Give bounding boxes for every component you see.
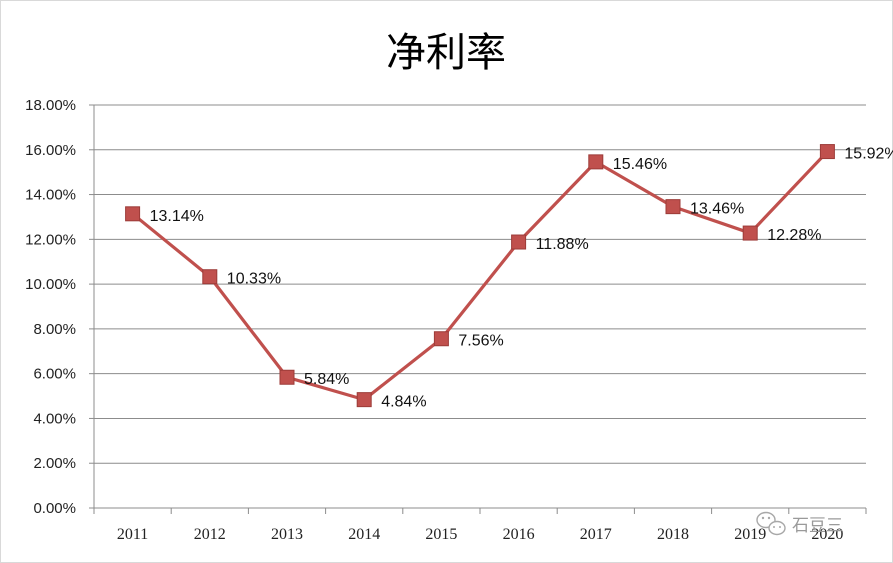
y-tick-label: 14.00% xyxy=(25,187,76,204)
data-label: 13.14% xyxy=(150,208,204,225)
x-tick-label: 2020 xyxy=(811,526,843,543)
data-label: 4.84% xyxy=(381,394,426,411)
y-tick-label: 10.00% xyxy=(25,276,76,293)
data-point-marker xyxy=(511,234,527,250)
y-tick-label: 8.00% xyxy=(33,321,76,338)
data-label: 7.56% xyxy=(458,333,503,350)
data-label: 11.88% xyxy=(536,236,589,253)
x-tick-label: 2019 xyxy=(734,526,766,543)
data-point-marker xyxy=(588,154,604,170)
x-tick-label: 2016 xyxy=(503,526,535,543)
data-point-marker xyxy=(125,206,141,222)
x-tick-label: 2013 xyxy=(271,526,303,543)
data-label: 10.33% xyxy=(227,271,281,288)
data-label: 13.46% xyxy=(690,201,744,218)
data-point-marker xyxy=(819,144,835,160)
data-point-marker xyxy=(433,331,449,347)
gridlines xyxy=(89,104,867,514)
x-tick-label: 2015 xyxy=(425,526,457,543)
x-tick-label: 2014 xyxy=(348,526,380,543)
data-label: 12.28% xyxy=(767,227,821,244)
y-tick-label: 18.00% xyxy=(25,97,76,114)
data-point-marker xyxy=(356,392,372,408)
series xyxy=(125,144,835,408)
y-tick-label: 4.00% xyxy=(33,410,76,427)
y-tick-label: 16.00% xyxy=(25,142,76,159)
watermark: 石豆三 xyxy=(756,511,843,536)
data-labels: 13.14% 10.33% 5.84% 4.84% 7.56% 11.88% 15.46% 1… xyxy=(150,146,893,411)
data-label: 5.84% xyxy=(304,371,349,388)
y-axis-ticks: 0.00% 2.00% 4.00% 6.00% 8.00% 10.00% 12.00% 14.… xyxy=(25,97,76,517)
chart-title: 净利率 xyxy=(386,30,506,76)
x-tick-label: 2011 xyxy=(117,526,148,543)
data-point-marker xyxy=(202,269,218,285)
x-tick-label: 2017 xyxy=(580,526,612,543)
watermark-text: 石豆三 xyxy=(792,516,843,536)
data-label: 15.92% xyxy=(844,146,893,163)
x-axis-ticks: 2011 2012 2013 2014 2015 2016 2017 2018 2019 2020 xyxy=(117,526,844,543)
y-tick-label: 6.00% xyxy=(33,366,76,383)
y-tick-label: 0.00% xyxy=(33,500,76,517)
x-tick-label: 2012 xyxy=(194,526,226,543)
series-line xyxy=(131,150,829,402)
y-tick-label: 12.00% xyxy=(25,231,76,248)
data-point-marker xyxy=(279,369,295,385)
data-label: 15.46% xyxy=(613,156,667,173)
data-point-marker xyxy=(665,199,681,215)
y-tick-label: 2.00% xyxy=(33,455,76,472)
x-tick-label: 2018 xyxy=(657,526,689,543)
data-point-marker xyxy=(742,225,758,241)
wechat-icon xyxy=(756,511,786,536)
